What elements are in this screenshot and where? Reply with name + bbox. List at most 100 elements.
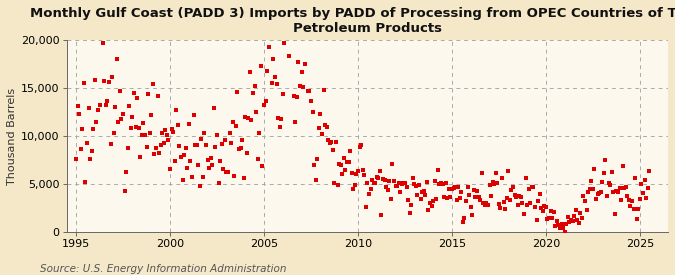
Point: [243, 115, 254, 120]
Point: [163, 138, 174, 142]
Point: [115, 89, 126, 94]
Point: [271, 81, 282, 86]
Point: [310, 178, 321, 182]
Point: [583, 190, 593, 194]
Point: [431, 197, 441, 202]
Point: [259, 103, 269, 108]
Point: [594, 190, 605, 195]
Point: [517, 200, 528, 205]
Point: [606, 170, 617, 174]
Point: [224, 131, 235, 135]
Point: [545, 209, 556, 214]
Point: [149, 152, 160, 156]
Point: [354, 145, 365, 149]
Point: [223, 169, 234, 174]
Point: [428, 199, 439, 203]
Point: [284, 54, 294, 58]
Point: [108, 131, 119, 135]
Point: [633, 207, 644, 211]
Point: [86, 149, 97, 153]
Point: [165, 167, 176, 171]
Point: [523, 187, 534, 192]
Point: [161, 133, 172, 138]
Point: [357, 168, 368, 172]
Point: [146, 113, 157, 118]
Text: Source: U.S. Energy Information Administration: Source: U.S. Energy Information Administ…: [40, 264, 287, 274]
Point: [600, 158, 611, 162]
Point: [72, 104, 83, 108]
Point: [338, 156, 349, 160]
Point: [562, 215, 573, 219]
Point: [418, 189, 429, 193]
Point: [327, 148, 338, 153]
Point: [282, 23, 293, 28]
Point: [122, 146, 133, 150]
Point: [581, 208, 592, 212]
Point: [315, 112, 326, 116]
Point: [575, 210, 586, 215]
Point: [184, 122, 194, 126]
Point: [605, 183, 616, 187]
Point: [410, 183, 421, 188]
Point: [376, 213, 387, 218]
Point: [492, 181, 503, 185]
Point: [448, 185, 459, 190]
Point: [335, 163, 346, 167]
Point: [292, 95, 302, 100]
Point: [83, 106, 94, 110]
Point: [573, 221, 584, 225]
Point: [216, 142, 227, 147]
Point: [157, 131, 167, 135]
Point: [396, 182, 407, 186]
Point: [638, 191, 649, 195]
Point: [263, 45, 274, 50]
Point: [124, 104, 135, 108]
Point: [350, 182, 360, 187]
Point: [578, 194, 589, 199]
Point: [235, 145, 246, 150]
Title: Monthly Gulf Coast (PADD 3) Imports by PADD of Processing from OPEC Countries of: Monthly Gulf Coast (PADD 3) Imports by P…: [30, 7, 675, 35]
Point: [205, 156, 216, 160]
Point: [390, 184, 401, 189]
Point: [587, 186, 598, 191]
Point: [619, 186, 630, 190]
Point: [138, 121, 148, 125]
Point: [447, 187, 458, 191]
Point: [255, 64, 266, 68]
Point: [237, 138, 248, 143]
Point: [564, 220, 575, 224]
Point: [497, 175, 508, 180]
Point: [387, 162, 398, 166]
Point: [459, 216, 470, 220]
Point: [453, 185, 464, 189]
Point: [121, 170, 132, 174]
Point: [367, 178, 377, 182]
Point: [576, 216, 587, 220]
Point: [381, 185, 392, 189]
Point: [262, 69, 273, 74]
Point: [160, 128, 171, 132]
Point: [490, 171, 501, 175]
Point: [113, 120, 124, 124]
Point: [530, 205, 541, 210]
Point: [630, 176, 641, 180]
Point: [395, 190, 406, 194]
Point: [408, 176, 418, 181]
Point: [537, 209, 548, 213]
Point: [299, 62, 310, 66]
Point: [475, 198, 485, 202]
Point: [332, 183, 343, 187]
Point: [644, 169, 655, 173]
Point: [493, 202, 504, 206]
Y-axis label: Thousand Barrels: Thousand Barrels: [7, 87, 17, 185]
Point: [91, 120, 102, 125]
Point: [287, 0, 298, 2]
Point: [472, 189, 483, 194]
Point: [105, 141, 116, 146]
Point: [346, 171, 357, 175]
Point: [274, 124, 285, 129]
Point: [500, 207, 510, 211]
Point: [610, 212, 620, 216]
Point: [88, 127, 99, 131]
Point: [503, 169, 514, 173]
